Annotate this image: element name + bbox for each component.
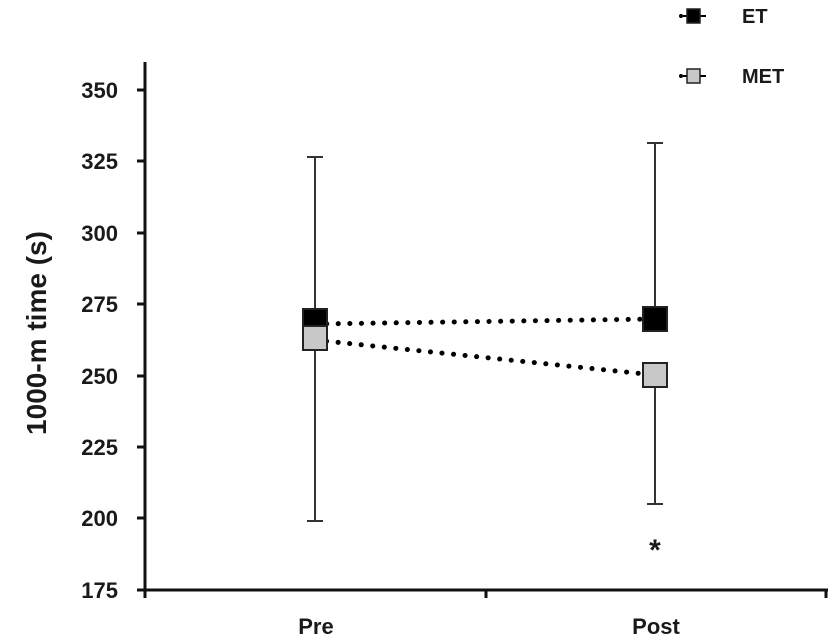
y-ticks [137,88,145,592]
y-axis-title: 1000-m time (s) [21,231,52,435]
x-tick-label-pre: Pre [298,614,333,639]
marker-met-pre [302,325,328,351]
y-tick-label: 200 [81,506,118,531]
legend: ET MET [679,6,784,88]
significance-asterisk: * [649,534,661,567]
legend-item-et: ET [679,6,768,28]
y-tick-label: 325 [81,149,118,174]
legend-item-met: MET [679,66,784,88]
series-line-et [312,316,658,327]
series-line-met [312,337,658,378]
legend-label-met: MET [742,66,784,88]
error-bars [307,142,663,522]
x-tick-label-post: Post [632,614,680,639]
y-tick-label: 300 [81,221,118,246]
y-tick-label: 275 [81,292,118,317]
y-tick-label: 250 [81,364,118,389]
y-tick-label: 225 [81,435,118,460]
marker-et-post [642,306,668,332]
legend-label-et: ET [742,6,768,28]
marker-met-post [642,362,668,388]
y-tick-label: 175 [81,578,118,603]
y-tick-label: 350 [81,78,118,103]
y-tick-labels: 350 325 300 275 250 225 200 175 [81,78,118,603]
x-ticks [143,590,828,598]
